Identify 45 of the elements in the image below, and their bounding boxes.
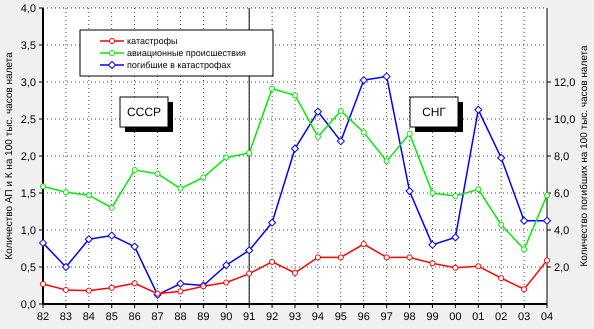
x-tick-label: 03 xyxy=(518,311,530,323)
annotation: СССР xyxy=(126,105,162,120)
y-tick-label: 0,5 xyxy=(20,262,36,274)
x-tick-label: 99 xyxy=(426,311,439,323)
x-tick-label: 93 xyxy=(288,311,302,323)
x-tick-label: 86 xyxy=(128,311,141,323)
x-tick-label: 92 xyxy=(266,311,278,323)
y-tick-label: 2,5 xyxy=(20,114,36,126)
legend-label: авиационные происшествия xyxy=(127,48,246,58)
annotation: СНГ xyxy=(422,105,446,120)
y2-axis-title: Количество погибших на 100 тыс. часов налета xyxy=(579,44,590,267)
y-tick-label: 3,5 xyxy=(20,40,36,52)
x-tick-label: 91 xyxy=(243,311,256,323)
y2-tick-label: 2,0 xyxy=(554,262,570,274)
x-tick-label: 90 xyxy=(220,311,232,323)
x-tick-label: 83 xyxy=(60,311,72,323)
y-axis-title: Количество АП и К на 100 тыс. часов налета xyxy=(4,52,15,260)
x-tick-label: 88 xyxy=(174,311,187,323)
x-tick-label: 95 xyxy=(334,311,347,323)
y2-tick-label: 12,0 xyxy=(554,76,576,89)
x-tick-label: 85 xyxy=(106,311,118,323)
x-tick-label: 84 xyxy=(82,311,95,323)
x-tick-label: 96 xyxy=(358,311,370,323)
x-tick-label: 82 xyxy=(36,311,50,323)
x-tick-label: 94 xyxy=(312,311,324,323)
y-tick-label: 1,5 xyxy=(20,188,36,200)
x-tick-label: 01 xyxy=(472,311,484,323)
x-tick-label: 02 xyxy=(495,311,508,323)
x-tick-label: 89 xyxy=(197,311,210,323)
y-tick-label: 2,0 xyxy=(20,150,36,163)
y-tick-label: 0,0 xyxy=(20,298,36,311)
x-tick-label: 97 xyxy=(380,311,393,323)
y2-tick-label: 4,0 xyxy=(554,224,570,237)
y2-tick-label: 6,0 xyxy=(554,188,570,200)
x-tick-label: 04 xyxy=(540,311,554,323)
y2-tick-label: 10,0 xyxy=(554,114,576,126)
x-tick-label: 87 xyxy=(151,311,164,323)
legend-label: погибшие в катастрофах xyxy=(127,60,232,70)
legend-label: катастрофы xyxy=(127,36,178,46)
y-tick-label: 4,0 xyxy=(20,2,36,15)
x-tick-label: 00 xyxy=(449,311,462,323)
y2-tick-label: 8,0 xyxy=(554,150,570,163)
x-tick-label: 98 xyxy=(403,311,416,323)
y-tick-label: 3,0 xyxy=(20,76,36,89)
y-tick-label: 1,0 xyxy=(20,224,36,237)
